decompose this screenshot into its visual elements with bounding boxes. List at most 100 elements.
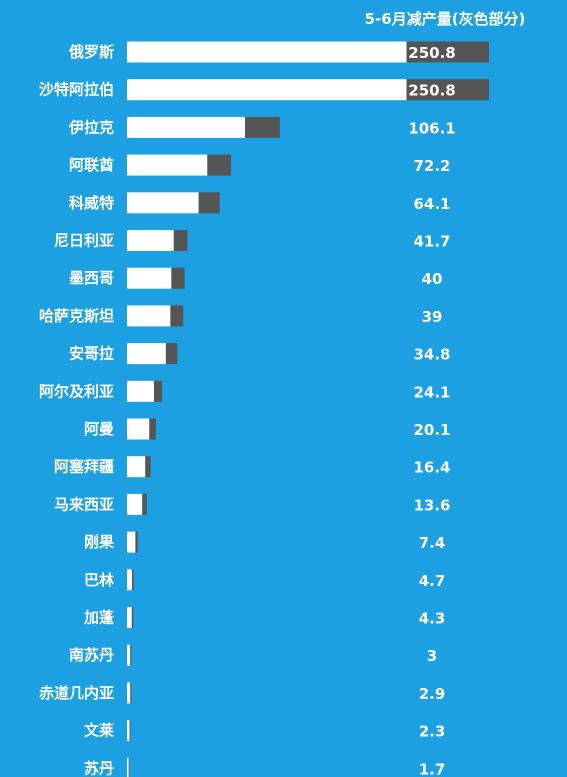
bar-cut-segment	[131, 607, 134, 628]
bar-base-segment	[127, 607, 132, 628]
bar-row: 南苏丹 3	[69, 644, 437, 666]
bar-cut-segment	[406, 79, 489, 101]
category-label: 尼日利亚	[54, 232, 114, 250]
bar-cut-segment	[149, 418, 156, 440]
bar-cut-segment	[135, 531, 138, 553]
bar-cut-segment	[142, 493, 147, 515]
value-label: 7.4	[419, 534, 446, 552]
bar-row: 阿塞拜疆 16.4	[54, 456, 451, 478]
value-label: 40	[422, 270, 443, 288]
bar-cut-segment	[130, 644, 132, 666]
category-label: 巴林	[84, 571, 115, 589]
category-label: 安哥拉	[69, 345, 114, 363]
category-label: 哈萨克斯坦	[39, 307, 114, 325]
category-label: 刚果	[84, 533, 115, 551]
bar-row: 尼日利亚 41.7	[54, 230, 451, 251]
category-label: 阿尔及利亚	[39, 382, 114, 400]
category-label: 南苏丹	[69, 646, 114, 664]
bar-base-segment	[127, 720, 130, 742]
bar-row: 苏丹 1.7	[84, 757, 446, 777]
value-label: 34.8	[413, 346, 450, 364]
bar-cut-segment	[165, 343, 178, 365]
bar-cut-segment	[406, 41, 489, 63]
value-label: 13.6	[413, 496, 450, 514]
bar-cut-segment	[207, 154, 232, 176]
bar-row: 安哥拉 34.8	[69, 343, 451, 365]
value-label: 64.1	[413, 195, 450, 213]
bar-base-segment	[127, 380, 154, 402]
bar-row: 赤道几内亚 2.9	[39, 682, 446, 704]
bar-row: 哈萨克斯坦 39	[39, 305, 443, 327]
bar-cut-segment	[170, 305, 184, 327]
bar-base-segment	[127, 757, 129, 777]
category-label: 苏丹	[84, 759, 114, 777]
value-label: 20.1	[413, 421, 450, 439]
bar-row: 伊拉克 106.1	[68, 116, 456, 138]
bar-base-segment	[127, 230, 174, 251]
value-label: 1.7	[419, 760, 446, 777]
category-label: 赤道几内亚	[39, 684, 114, 702]
category-label: 文莱	[84, 722, 114, 740]
bar-cut-segment	[153, 380, 162, 402]
bar-row: 加蓬 4.3	[83, 607, 445, 628]
value-label: 250.8	[408, 44, 455, 62]
bar-base-segment	[127, 569, 133, 591]
bar-base-segment	[127, 267, 172, 289]
value-label: 4.3	[419, 610, 446, 628]
category-label: 墨西哥	[69, 269, 114, 287]
bar-cut-segment	[129, 720, 131, 742]
bar-base-segment	[127, 418, 150, 440]
value-label: 72.2	[413, 157, 450, 175]
bar-cut-segment	[128, 757, 130, 777]
bar-row: 沙特阿拉伯 250.8	[39, 79, 489, 101]
category-label: 阿塞拜疆	[54, 458, 114, 476]
bar-cut-segment	[145, 456, 151, 478]
bar-base-segment	[127, 456, 146, 478]
bar-base-segment	[127, 192, 199, 214]
value-label: 250.8	[408, 82, 455, 100]
bar-row: 科威特 64.1	[69, 192, 451, 214]
value-label: 4.7	[419, 572, 446, 590]
bar-cut-segment	[245, 116, 280, 138]
category-label: 沙特阿拉伯	[39, 81, 114, 99]
bar-row: 阿曼 20.1	[84, 418, 451, 440]
bar-base-segment	[127, 41, 407, 63]
bar-row: 俄罗斯 250.8	[68, 41, 489, 63]
category-label: 马来西亚	[54, 495, 114, 513]
category-label: 俄罗斯	[68, 43, 114, 61]
bar-row: 墨西哥 40	[69, 267, 443, 289]
category-label: 阿曼	[84, 420, 114, 438]
value-label: 3	[427, 647, 437, 665]
value-label: 41.7	[413, 233, 450, 251]
bar-base-segment	[127, 154, 208, 176]
bar-row: 阿尔及利亚 24.1	[39, 380, 451, 402]
bar-base-segment	[127, 343, 166, 365]
bar-cut-segment	[132, 569, 134, 591]
value-label: 16.4	[413, 459, 450, 477]
category-label: 阿联酋	[69, 156, 114, 174]
bar-row: 文莱 2.3	[84, 720, 446, 742]
bar-base-segment	[127, 116, 246, 138]
value-label: 39	[422, 308, 443, 326]
bar-base-segment	[127, 682, 131, 704]
value-label: 2.3	[419, 723, 446, 741]
bar-row: 刚果 7.4	[84, 531, 446, 553]
bar-cut-segment	[198, 192, 220, 214]
chart-header: 5-6月减产量(灰色部分)	[364, 10, 526, 28]
bar-base-segment	[127, 493, 143, 515]
bar-base-segment	[127, 644, 131, 666]
value-label: 106.1	[408, 119, 455, 137]
bar-row: 巴林 4.7	[84, 569, 446, 591]
value-label: 24.1	[413, 383, 450, 401]
category-label: 伊拉克	[68, 118, 114, 136]
category-label: 科威特	[69, 194, 114, 212]
bar-base-segment	[127, 305, 171, 327]
bar-cut-segment	[171, 267, 185, 289]
bar-base-segment	[127, 79, 407, 101]
bar-cut-segment	[173, 230, 188, 251]
category-label: 加蓬	[83, 609, 115, 627]
bar-cut-segment	[130, 682, 132, 704]
bar-row: 马来西亚 13.6	[54, 493, 451, 515]
value-label: 2.9	[419, 685, 446, 703]
